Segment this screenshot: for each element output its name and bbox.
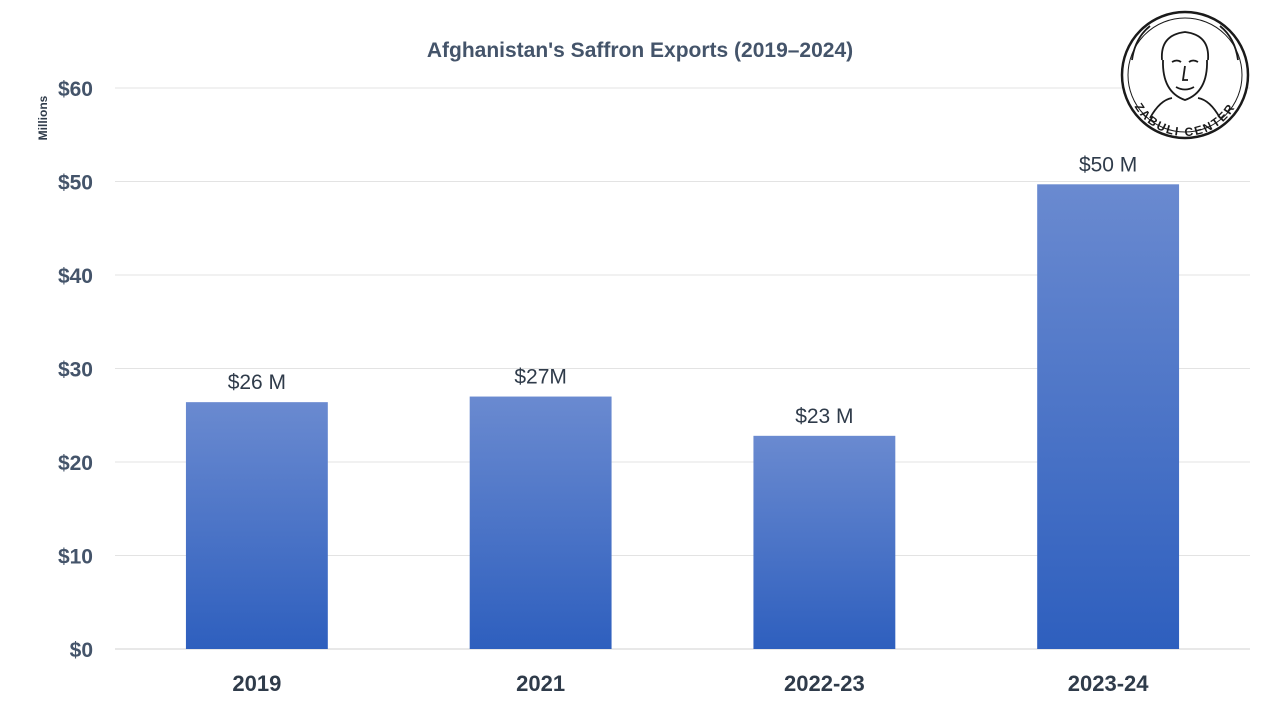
data-label-2023-24: $50 M (1079, 153, 1137, 176)
y-tick-label: $10 (58, 546, 93, 569)
bar-2021 (469, 396, 612, 649)
y-tick-label: $20 (58, 452, 93, 475)
y-axis-ticks: $0 $10 $20 $30 $40 $50 $60 (58, 78, 93, 662)
bar-2022-23 (753, 435, 896, 649)
seal-outer-ring (1120, 10, 1250, 140)
y-tick-label: $40 (58, 265, 93, 288)
x-tick-label-2019: 2019 (232, 671, 281, 696)
bars (185, 184, 1180, 649)
y-axis-label: Millions (36, 95, 50, 140)
y-tick-label: $0 (70, 639, 93, 662)
data-label-2019: $26 M (228, 371, 286, 394)
y-tick-label: $50 (58, 172, 93, 195)
x-tick-label-2022-23: 2022-23 (784, 671, 865, 696)
portrait-icon (1131, 25, 1239, 119)
seal-inner-ring (1127, 17, 1243, 133)
data-label-2022-23: $23 M (795, 405, 853, 428)
chart-title: Afghanistan's Saffron Exports (2019–2024… (427, 39, 853, 62)
bar-2019 (185, 402, 328, 649)
data-labels: $26 M $27M $23 M $50 M (228, 153, 1138, 428)
x-tick-label-2023-24: 2023-24 (1068, 671, 1150, 696)
y-tick-label: $60 (58, 78, 93, 101)
x-tick-label-2021: 2021 (516, 671, 565, 696)
y-tick-label: $30 (58, 359, 93, 382)
bar-2023-24 (1037, 184, 1180, 649)
zabuli-center-logo: ZABULI CENTER (1120, 10, 1250, 140)
x-axis-ticks: 2019 2021 2022-23 2023-24 (232, 671, 1149, 696)
data-label-2021: $27M (514, 366, 567, 389)
